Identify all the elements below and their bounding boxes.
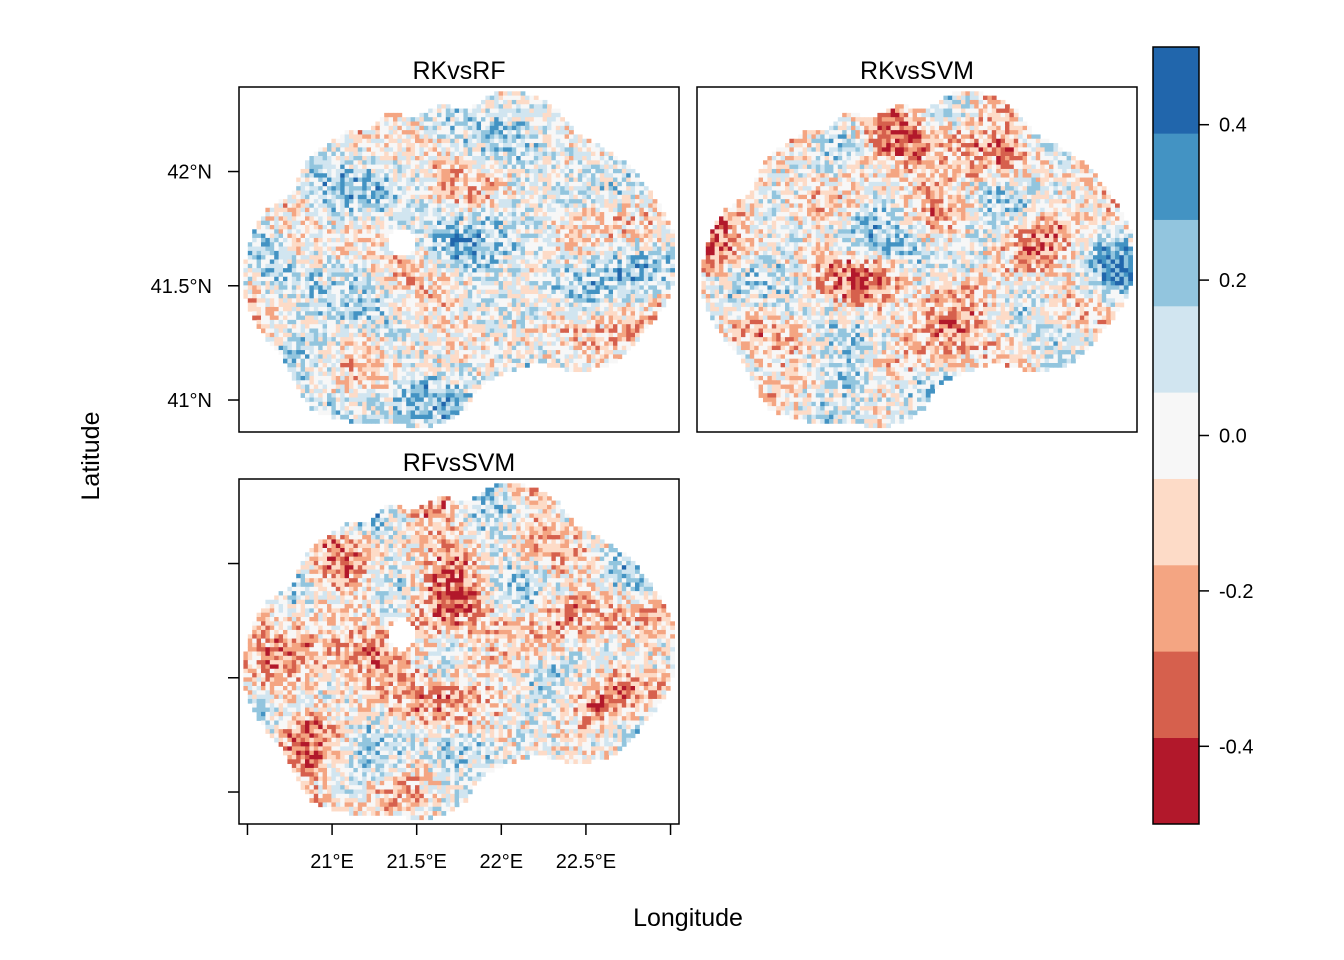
raster-rkvssvm: [701, 91, 1133, 429]
colorbar-tick-label: 0.0: [1219, 426, 1247, 448]
panel-frame-rkvsrf: [238, 86, 680, 433]
y-tick-label: 41.5°N: [151, 276, 212, 298]
y-tick-label: 42°N: [167, 162, 212, 184]
panel-title-rfvssvm: RFvsSVM: [403, 449, 516, 477]
x-axis: 21°E 21.5°E 22°E 22.5°E: [246, 824, 672, 873]
panel-title-rkvsrf: RKvsRF: [412, 57, 505, 85]
colorbar-segment: [1153, 47, 1199, 134]
panel-rkvssvm: RKvsSVM: [696, 57, 1138, 433]
raster-rkvsrf: [243, 91, 675, 429]
x-tick-label: 21.5°E: [387, 851, 447, 873]
x-tick-label: 22°E: [480, 851, 524, 873]
colorbar-segment: [1153, 478, 1199, 566]
y-tick-label: 41°N: [167, 390, 212, 412]
colorbar-segment: [1153, 219, 1199, 307]
colorbar-tick-label: 0.2: [1219, 270, 1247, 292]
colorbar-tick-label: -0.2: [1219, 581, 1253, 603]
colorbar-tick-label: 0.4: [1219, 115, 1247, 137]
colorbar-tick-label: -0.4: [1219, 736, 1253, 758]
x-axis-label: Longitude: [633, 904, 743, 932]
y-axis-label: Latitude: [77, 412, 105, 501]
colorbar-segment: [1153, 565, 1199, 652]
colorbar-segment: [1153, 737, 1199, 825]
raster-rfvssvm: [243, 483, 675, 821]
panel-frame-rkvssvm: [696, 86, 1138, 433]
y-axis-top-panel: 41°N 41.5°N 42°N: [151, 162, 239, 412]
panel-title-rkvssvm: RKvsSVM: [860, 57, 974, 85]
colorbar: -0.4 -0.2 0.0 0.2 0.4: [1152, 46, 1253, 825]
colorbar-segment: [1153, 651, 1199, 738]
colorbar-segment: [1153, 392, 1199, 479]
panel-frame-rfvssvm: [238, 478, 680, 825]
colorbar-segment: [1153, 306, 1199, 393]
x-tick-label: 21°E: [310, 851, 354, 873]
panel-rfvssvm: RFvsSVM: [238, 449, 680, 825]
y-axis-bottom-panel: [228, 562, 239, 793]
panel-rkvsrf: RKvsRF: [238, 57, 680, 433]
x-tick-label: 22.5°E: [556, 851, 616, 873]
colorbar-segment: [1153, 133, 1199, 220]
